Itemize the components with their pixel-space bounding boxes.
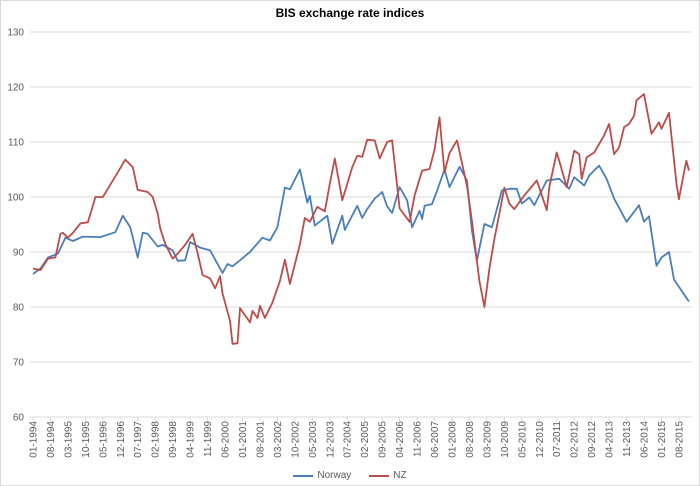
legend-label-nz: NZ [393,470,407,481]
y-tick-label: 80 [13,303,25,314]
series-line-nz [32,93,690,345]
y-tick-label: 110 [8,138,24,149]
x-tick-label: 05-1996 [98,421,109,458]
x-tick-label: 07-2004 [343,421,354,458]
x-tick-label: 10-1995 [81,421,92,458]
legend-item-nz: NZ [369,470,407,481]
x-tick-label: 05-2010 [517,421,528,458]
x-tick-label: 03-2002 [273,421,284,458]
x-tick-label: 09-2005 [378,421,389,458]
x-tick-label: 11-1999 [203,421,214,457]
x-tick-label: 04-2013 [605,421,616,458]
x-tick-label: 12-2010 [535,421,546,458]
x-tick-label: 03-2009 [482,421,493,458]
x-tick-label: 11-2006 [413,421,424,457]
x-tick-label: 05-2003 [308,421,319,458]
x-tick-label: 06-2007 [430,421,441,458]
x-tick-label: 02-1998 [151,421,162,458]
x-tick-label: 01-1994 [29,421,40,458]
x-tick-label: 07-1997 [133,421,144,458]
x-tick-label: 01-2001 [238,421,249,458]
x-tick-label: 11-2013 [622,421,633,457]
x-tick-label: 02-2012 [570,421,581,458]
y-tick-label: 60 [13,413,25,424]
x-tick-label: 01-2008 [447,421,458,458]
x-tick-label: 02-2005 [360,421,371,458]
x-tick-label: 06-2014 [640,421,651,458]
y-tick-label: 120 [7,83,24,94]
legend-swatch-norway [293,474,314,477]
x-tick-label: 08-2008 [465,421,476,458]
x-tick-label: 12-2003 [325,421,336,458]
x-tick-label: 06-2000 [221,421,232,458]
y-tick-label: 90 [13,248,25,259]
legend: Norway NZ [0,470,700,481]
chart-title: BIS exchange rate indices [275,6,425,20]
y-tick-label: 130 [7,28,24,39]
x-tick-label: 08-1994 [46,421,57,458]
x-tick-label: 09-1998 [168,421,179,458]
x-tick-label: 07-2011 [552,421,563,457]
y-tick-label: 100 [7,193,24,204]
x-tick-label: 04-2006 [395,421,406,458]
series-line-norway [32,164,690,303]
x-tick-label: 12-1996 [116,421,127,458]
x-tick-label: 08-2001 [255,421,266,458]
x-tick-label: 03-1995 [63,421,74,458]
legend-swatch-nz [369,474,390,477]
legend-label-norway: Norway [317,470,352,481]
legend-item-norway: Norway [293,470,351,481]
y-tick-label: 70 [13,358,25,369]
x-tick-label: 10-2009 [500,421,511,458]
x-tick-label: 09-2012 [587,421,598,458]
x-tick-label: 01-2015 [657,421,668,458]
x-tick-label: 08-2015 [674,421,685,458]
x-tick-label: 10-2002 [290,421,301,458]
x-tick-label: 04-1999 [186,421,197,458]
